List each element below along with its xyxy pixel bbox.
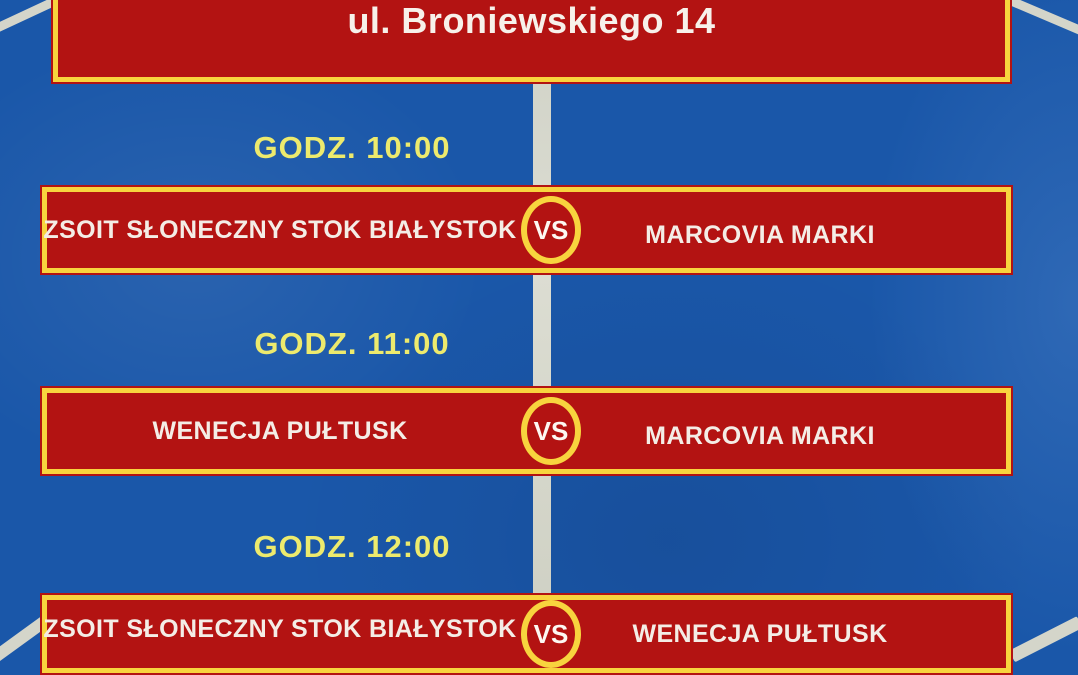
match-card-3: ZSOIT SŁONECZNY STOK BIAŁYSTOK VS WENECJ… — [42, 595, 1011, 673]
court-center-line — [533, 0, 551, 675]
time-label-match-3: GODZ. 12:00 — [253, 529, 451, 564]
match-card-1: ZSOIT SŁONECZNY STOK BIAŁYSTOK VS MARCOV… — [42, 187, 1011, 273]
away-team-name: MARCOVIA MARKI — [645, 421, 875, 450]
home-team-name: ZSOIT SŁONECZNY STOK BIAŁYSTOK — [43, 614, 517, 643]
away-team-name: WENECJA PUŁTUSK — [632, 619, 888, 648]
home-team-name: ZSOIT SŁONECZNY STOK BIAŁYSTOK — [43, 215, 517, 244]
vs-label: VS — [533, 214, 569, 245]
court-corner-line-top-right — [1008, 0, 1078, 37]
home-team-name: WENECJA PUŁTUSK — [152, 416, 408, 445]
vs-label: VS — [533, 618, 569, 649]
match-card-2: WENECJA PUŁTUSK VS MARCOVIA MARKI — [42, 388, 1011, 474]
vs-badge: VS — [521, 600, 581, 668]
vs-label: VS — [533, 415, 569, 446]
time-label-match-2: GODZ. 11:00 — [254, 326, 450, 361]
time-label-match-1: GODZ. 10:00 — [253, 130, 451, 165]
vs-badge: VS — [521, 196, 581, 264]
court-corner-line-bottom-right — [1009, 616, 1078, 663]
venue-banner: ul. Broniewskiego 14 — [53, 0, 1010, 82]
away-team-name: MARCOVIA MARKI — [645, 220, 875, 249]
venue-address: ul. Broniewskiego 14 — [347, 0, 716, 41]
vs-badge: VS — [521, 397, 581, 465]
